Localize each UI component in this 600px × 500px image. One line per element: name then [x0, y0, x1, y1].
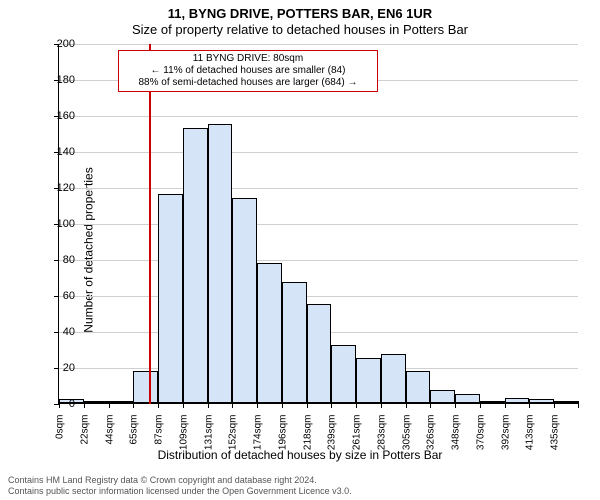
- grid-line: [59, 80, 578, 81]
- histogram-bar: [257, 263, 282, 403]
- y-tick-label: 180: [37, 74, 75, 86]
- y-tick-label: 200: [37, 38, 75, 50]
- histogram-bar: [158, 194, 183, 403]
- histogram-bar: [406, 371, 431, 403]
- y-tick-label: 80: [37, 254, 75, 266]
- histogram-bar: [84, 401, 109, 403]
- grid-line: [59, 44, 578, 45]
- grid-line: [59, 152, 578, 153]
- histogram-bar: [208, 124, 233, 403]
- y-tick-label: 100: [37, 218, 75, 230]
- histogram-bar: [109, 401, 134, 403]
- footer-attribution: Contains HM Land Registry data © Crown c…: [8, 475, 352, 496]
- histogram-bar: [480, 401, 505, 403]
- footer-line2: Contains public sector information licen…: [8, 486, 352, 496]
- histogram-bar: [529, 399, 554, 403]
- grid-line: [59, 224, 578, 225]
- chart-container: 11, BYNG DRIVE, POTTERS BAR, EN6 1UR Siz…: [0, 0, 600, 500]
- grid-line: [59, 260, 578, 261]
- histogram-bar: [430, 390, 455, 403]
- histogram-bar: [356, 358, 381, 403]
- histogram-bar: [183, 128, 208, 403]
- chart-title-address: 11, BYNG DRIVE, POTTERS BAR, EN6 1UR: [0, 6, 600, 21]
- histogram-bar: [331, 345, 356, 403]
- histogram-bar: [381, 354, 406, 403]
- histogram-bar: [133, 371, 158, 403]
- histogram-bar: [282, 282, 307, 403]
- x-axis-label: Distribution of detached houses by size …: [0, 448, 600, 462]
- plot-area: [58, 44, 578, 404]
- y-tick-label: 120: [37, 182, 75, 194]
- grid-line: [59, 296, 578, 297]
- histogram-bar: [307, 304, 332, 403]
- histogram-bar: [455, 394, 480, 403]
- y-tick-label: 60: [37, 290, 75, 302]
- chart-title-subtitle: Size of property relative to detached ho…: [0, 22, 600, 37]
- y-tick-label: 160: [37, 110, 75, 122]
- x-tick-group: 0sqm22sqm44sqm65sqm87sqm109sqm131sqm152s…: [58, 404, 578, 454]
- footer-line1: Contains HM Land Registry data © Crown c…: [8, 475, 352, 485]
- histogram-bar: [232, 198, 257, 403]
- histogram-bar: [554, 401, 579, 403]
- y-tick-label: 20: [37, 362, 75, 374]
- y-tick-label: 40: [37, 326, 75, 338]
- y-tick-label: 140: [37, 146, 75, 158]
- grid-line: [59, 188, 578, 189]
- histogram-bar: [505, 398, 530, 403]
- grid-line: [59, 116, 578, 117]
